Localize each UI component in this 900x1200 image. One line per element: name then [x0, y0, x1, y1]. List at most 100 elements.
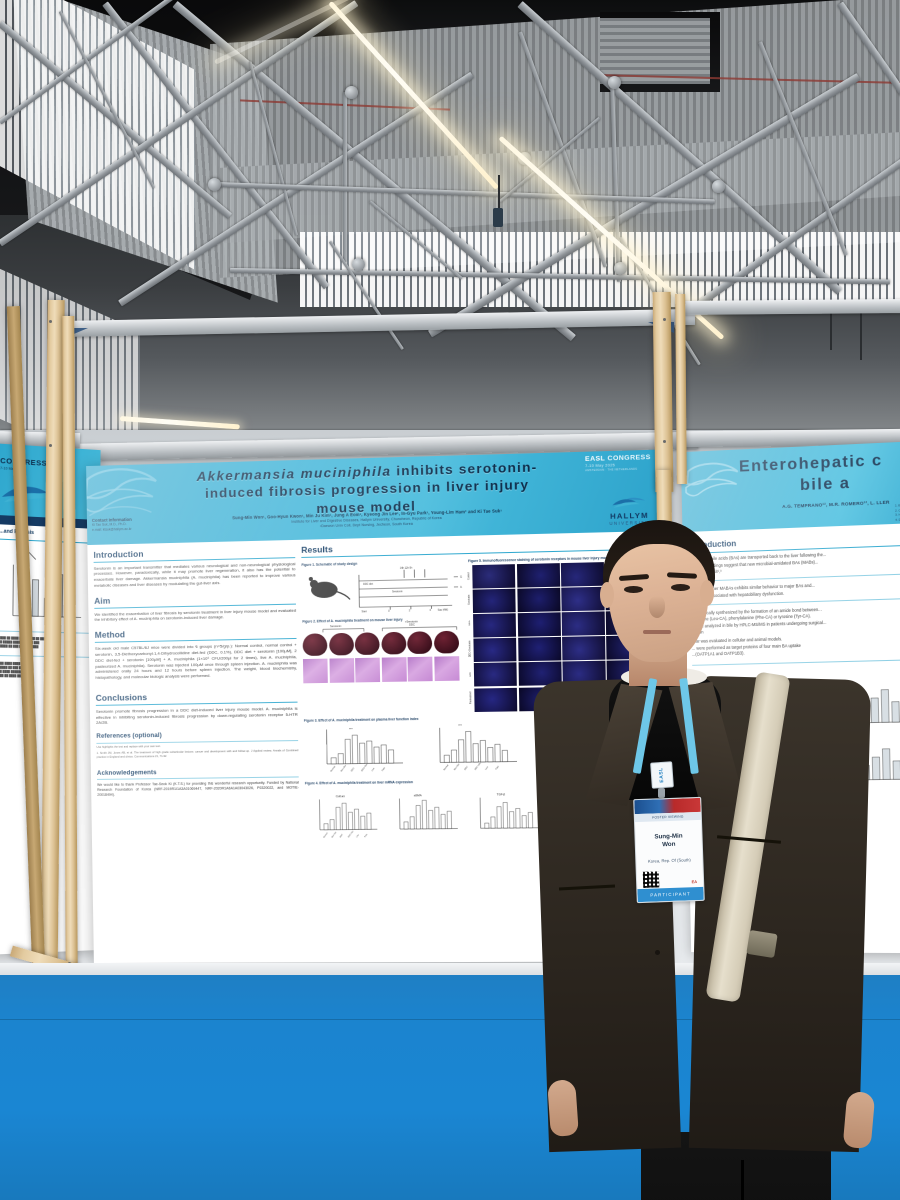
fig5-row-label-1: Serotonin — [468, 594, 471, 605]
right-poster-title: Enterohepatic c bile a — [739, 446, 900, 500]
introduction-body: Serotonin is an important transmitter th… — [93, 560, 296, 589]
backpack-strap-buckle — [746, 929, 778, 959]
svg-text:DDC+Ser: DDC+Ser — [347, 829, 355, 838]
svg-text:Normal: Normal — [330, 765, 337, 773]
poster-title-line1-rest: inhibits serotonin- — [391, 459, 538, 479]
fig5-row-label-4: Live — [469, 672, 472, 677]
section-aim: Aim We identified the exacerbation of li… — [94, 591, 296, 623]
method-body: Six-week old male C57BL/6J mice were div… — [94, 641, 298, 681]
fig5-row-label-0: Control — [468, 571, 471, 580]
svg-text:Serotonin: Serotonin — [330, 624, 342, 628]
right-poster-title-line1: Enterohepatic c — [738, 451, 883, 476]
svg-text:DDC+Ser: DDC+Ser — [474, 761, 482, 770]
figure-3-barcharts: *** *** Normal Nor+Ser DDC DDC+Ser Live P… — [304, 722, 647, 773]
svg-text:DDC: DDC — [351, 767, 356, 772]
badge-name: Sung-Min Won — [635, 832, 702, 851]
hand-right — [842, 1090, 876, 1150]
figure-2-panels: Serotonin DDC +Serotonin — [302, 619, 465, 689]
lanyard-logo-tag: EASL — [650, 761, 674, 789]
svg-text:0: 0 — [388, 610, 390, 613]
svg-text:Normal: Normal — [323, 831, 330, 838]
svg-text:Past: Past — [363, 832, 368, 837]
conference-badge[interactable]: POSTER VIEWING Sung-Min Won Korea, Rep. … — [633, 796, 705, 904]
main-poster[interactable]: Akkermansia muciniphila inhibits seroton… — [86, 449, 666, 964]
svg-text:DDC diet: DDC diet — [363, 583, 373, 586]
svg-text:Sac (4W): Sac (4W) — [438, 609, 449, 612]
badge-country: Korea, Rep. Of (South) — [647, 856, 691, 864]
badge-corner-mark: EA — [691, 879, 698, 885]
easl-congress-logo: EASL CONGRESS 7-10 May 2025 AMSTERDAM · … — [585, 454, 651, 472]
fig5-row-label-5: Pasteurized — [470, 692, 473, 705]
easl-logo-prefix: EASL — [584, 455, 606, 464]
contact-information: Contact Information Ki Tae Suk, M.D., Ph… — [92, 516, 166, 533]
affiliation-2: ²Daewon Univ Coll, Dept Nursing, Jecheon… — [319, 521, 413, 529]
svg-text:4: 4 — [429, 609, 431, 612]
easl-logo-rest: CONGRESS — [605, 453, 651, 463]
easl-logo-place: AMSTERDAM · THE NETHERLANDS — [585, 467, 638, 473]
svg-text:Normal: Normal — [443, 763, 450, 771]
svg-text:***: *** — [458, 723, 463, 727]
right-poster-title-line2: bile a — [799, 474, 851, 494]
svg-text:Col1a1: Col1a1 — [336, 794, 346, 798]
svg-text:Past: Past — [495, 765, 500, 771]
eye-left — [624, 586, 643, 593]
section-conclusions: Conclusions Serotonin promote fibrosis p… — [96, 690, 298, 727]
badge-qr-code — [642, 871, 660, 888]
section-acknowledgements: Acknowledgements We would like to thank … — [97, 767, 299, 797]
poster-left-column: Introduction Serotonin is an important t… — [93, 545, 301, 963]
aim-body: We identified the exacerbation of liver … — [94, 607, 297, 623]
mouth — [643, 630, 671, 634]
svg-text:2: 2 — [409, 609, 411, 612]
badge-role: PARTICIPANT — [637, 886, 704, 903]
conclusions-body: Serotonin promote fibrosis progression i… — [95, 705, 298, 726]
svg-text:24h 12h 0h: 24h 12h 0h — [400, 567, 413, 570]
svg-text:***: *** — [349, 727, 353, 731]
right-affil-1: 1. Experimental Hepatology and Drug Targ… — [894, 500, 900, 508]
section-introduction: Introduction Serotonin is an important t… — [93, 545, 295, 589]
badge-name-line2: Won — [662, 841, 676, 849]
badge-subtitle: POSTER VIEWING — [634, 811, 701, 823]
fig5-row-label-2: DDC — [468, 620, 472, 626]
hand-left — [547, 1079, 579, 1137]
person-presenter: EASL POSTER VIEWING Sung-Min Won Korea, … — [532, 520, 900, 1200]
results-top-row: Figure 1. Schematic of study design — [301, 552, 654, 714]
eye-right — [671, 584, 690, 591]
section-references: References (optional) Use highlights the… — [96, 730, 298, 760]
references-line-2: 1. Smith JM, Jones AB, et al. The treatm… — [96, 748, 299, 759]
svg-text:DDC+Ser: DDC+Ser — [360, 763, 368, 772]
section-method: Method Six-week old male C57BL/6J mice w… — [95, 626, 297, 681]
easel-post-right — [652, 291, 674, 493]
svg-text:Live: Live — [371, 767, 376, 772]
ear-right — [700, 580, 714, 606]
svg-text:Live: Live — [356, 834, 360, 838]
fig5-row-label-3: DDC+Serotonin — [469, 640, 472, 658]
poster-frame-right-top-rail — [675, 298, 900, 316]
svg-text:Nor+Ser: Nor+Ser — [331, 830, 338, 838]
ear-left — [600, 582, 614, 608]
badge-name-line1: Sung-Min — [654, 832, 683, 841]
right-poster-authors: A.G. TEMPRANO¹², M.R. ROMERO¹², L. LLER — [782, 499, 890, 510]
lanyard-tag-label: EASL — [658, 767, 666, 783]
svg-text:TGF-β: TGF-β — [497, 792, 506, 796]
svg-text:DDC: DDC — [464, 766, 469, 771]
svg-text:Serotonin: Serotonin — [392, 590, 403, 593]
svg-text:Nor+Ser: Nor+Ser — [453, 763, 461, 771]
svg-text:Live: Live — [485, 766, 490, 771]
svg-text:Control: Control — [460, 576, 463, 579]
face — [608, 544, 709, 662]
svg-text:DDC: DDC — [340, 833, 345, 838]
poster-body: Introduction Serotonin is an important t… — [87, 531, 665, 963]
svg-text:aSMA: aSMA — [414, 793, 422, 797]
trouser-leg-split — [741, 1160, 744, 1200]
hall-ceiling — [0, 0, 900, 460]
poster-results-column: Results Figure 1. Schematic of study des… — [301, 536, 659, 962]
svg-text:+Serotonin: +Serotonin — [405, 619, 419, 623]
svg-text:Nor+Ser: Nor+Ser — [340, 764, 347, 772]
nose — [649, 596, 665, 618]
acknowledgements-body: We would like to thank Professor Tae-Seo… — [97, 779, 299, 797]
hallym-wave-icon — [612, 497, 646, 508]
svg-text:DDC: DDC — [409, 623, 415, 627]
right-poster-header: Enterohepatic c bile a A.G. TEMPRANO¹², … — [680, 437, 900, 533]
